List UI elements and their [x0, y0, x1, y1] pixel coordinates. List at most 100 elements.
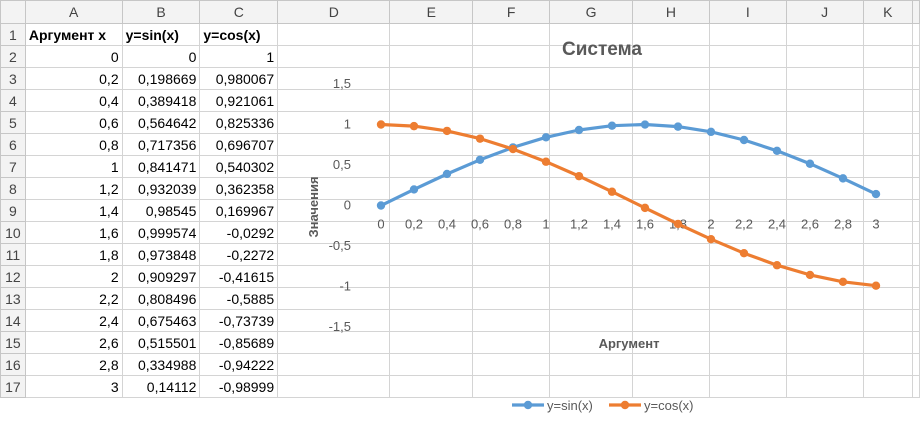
data-point[interactable]	[376, 120, 386, 129]
data-point[interactable]	[442, 126, 452, 136]
cell[interactable]: 0	[121, 45, 201, 68]
column-header-f[interactable]: F	[472, 0, 551, 24]
data-point[interactable]	[409, 185, 419, 194]
cell[interactable]: 0,825336	[199, 111, 279, 134]
column-header-g[interactable]: G	[549, 0, 633, 24]
line-chart[interactable]: Система -1,5 -1 -0,5 0 0,5 1 1,5 0 0,2 0,4 0,6 0,8…	[286, 24, 916, 429]
data-point[interactable]	[541, 133, 551, 142]
row-header[interactable]: 7	[0, 155, 26, 178]
cell[interactable]: 0,98545	[121, 199, 201, 222]
cell[interactable]: 0,921061	[199, 89, 279, 112]
cell[interactable]: 0,169967	[199, 199, 279, 222]
data-point[interactable]	[838, 174, 848, 183]
data-point[interactable]	[706, 127, 716, 137]
cell[interactable]: 0,564642	[121, 111, 201, 134]
cell[interactable]: 0,198669	[121, 67, 201, 90]
cell[interactable]: y=cos(x)	[199, 23, 279, 46]
row-header[interactable]: 11	[0, 243, 26, 266]
series-2[interactable]	[376, 120, 881, 290]
row-header[interactable]: 2	[0, 45, 26, 68]
cell[interactable]: 1,8	[24, 243, 123, 266]
cell[interactable]: 0,362358	[199, 177, 279, 200]
data-point[interactable]	[739, 248, 749, 258]
cell[interactable]: 1,2	[24, 177, 123, 200]
cell[interactable]: 0,841471	[121, 155, 201, 178]
row-header[interactable]: 15	[0, 331, 26, 354]
series-1[interactable]	[376, 120, 881, 210]
select-all-corner[interactable]	[0, 0, 26, 24]
data-point[interactable]	[607, 121, 617, 130]
column-header-j[interactable]: J	[785, 0, 864, 24]
column-header-b[interactable]: B	[121, 0, 201, 24]
data-point[interactable]	[838, 277, 848, 287]
cell[interactable]	[631, 375, 710, 398]
data-point[interactable]	[607, 187, 617, 196]
data-point[interactable]	[475, 134, 485, 143]
cell[interactable]: -0,85689	[199, 331, 279, 354]
cell[interactable]: 0,540302	[199, 155, 279, 178]
data-point[interactable]	[673, 219, 683, 229]
data-point[interactable]	[574, 125, 584, 135]
cell[interactable]: 2,4	[24, 309, 123, 332]
cell[interactable]: 1,6	[24, 221, 123, 244]
spreadsheet-grid[interactable]: A B C D E F G H I J K 1 Аргумент x y=sin(x) y=cos(x) 2 0…	[0, 0, 920, 398]
cell[interactable]	[912, 375, 920, 398]
cell[interactable]: 0,696707	[199, 133, 279, 156]
cell[interactable]	[277, 375, 391, 398]
data-point[interactable]	[640, 203, 650, 213]
column-header-k[interactable]: K	[862, 0, 914, 24]
column-header-h[interactable]: H	[631, 0, 710, 24]
column-header-c[interactable]: C	[199, 0, 279, 24]
cell[interactable]: 2,2	[24, 287, 123, 310]
cell[interactable]: -0,73739	[199, 309, 279, 332]
row-header[interactable]: 6	[0, 133, 26, 156]
data-point[interactable]	[805, 159, 815, 168]
data-point[interactable]	[805, 270, 815, 280]
data-point[interactable]	[871, 189, 881, 199]
data-point[interactable]	[574, 171, 584, 181]
cell[interactable]: -0,41615	[199, 265, 279, 288]
row-header[interactable]: 4	[0, 89, 26, 112]
cell[interactable]: 0,6	[24, 111, 123, 134]
row-header[interactable]: 16	[0, 353, 26, 376]
cell[interactable]: -0,2272	[199, 243, 279, 266]
data-point[interactable]	[442, 169, 452, 179]
cell[interactable]: -0,5885	[199, 287, 279, 310]
row-header[interactable]: 12	[0, 265, 26, 288]
data-point[interactable]	[871, 281, 881, 290]
cell[interactable]: -0,98999	[199, 375, 279, 398]
series-line[interactable]	[380, 122, 877, 288]
cell[interactable]: 2	[24, 265, 123, 288]
cell[interactable]: 0,717356	[121, 133, 201, 156]
data-point[interactable]	[706, 235, 716, 244]
row-header[interactable]: 3	[0, 67, 26, 90]
cell[interactable]: 0,999574	[121, 221, 201, 244]
cell[interactable]: -0,94222	[199, 353, 279, 376]
cell[interactable]: 2,6	[24, 331, 123, 354]
row-header[interactable]: 9	[0, 199, 26, 222]
cell[interactable]: 1	[199, 45, 279, 68]
row-header[interactable]: 13	[0, 287, 26, 310]
cell[interactable]: 0,515501	[121, 331, 201, 354]
cell[interactable]: 0,909297	[121, 265, 201, 288]
cell[interactable]: 0,2	[24, 67, 123, 90]
column-header-e[interactable]: E	[389, 0, 474, 24]
column-header-d[interactable]: D	[277, 0, 391, 24]
row-header[interactable]: 14	[0, 309, 26, 332]
data-point[interactable]	[475, 155, 485, 164]
row-header[interactable]: 1	[0, 23, 26, 46]
cell[interactable]	[472, 375, 551, 398]
cell[interactable]: 0,808496	[121, 287, 201, 310]
cell[interactable]: 0,8	[24, 133, 123, 156]
row-header[interactable]: 17	[0, 375, 26, 398]
cell[interactable]: -0,0292	[199, 221, 279, 244]
cell[interactable]: 0,389418	[121, 89, 201, 112]
data-point[interactable]	[772, 261, 782, 270]
column-header-a[interactable]: A	[24, 0, 123, 24]
row-header[interactable]: 5	[0, 111, 26, 134]
cell[interactable]: Аргумент x	[24, 23, 123, 46]
series-line[interactable]	[380, 122, 877, 207]
row-header[interactable]: 8	[0, 177, 26, 200]
data-point[interactable]	[673, 122, 683, 131]
row-header[interactable]: 10	[0, 221, 26, 244]
